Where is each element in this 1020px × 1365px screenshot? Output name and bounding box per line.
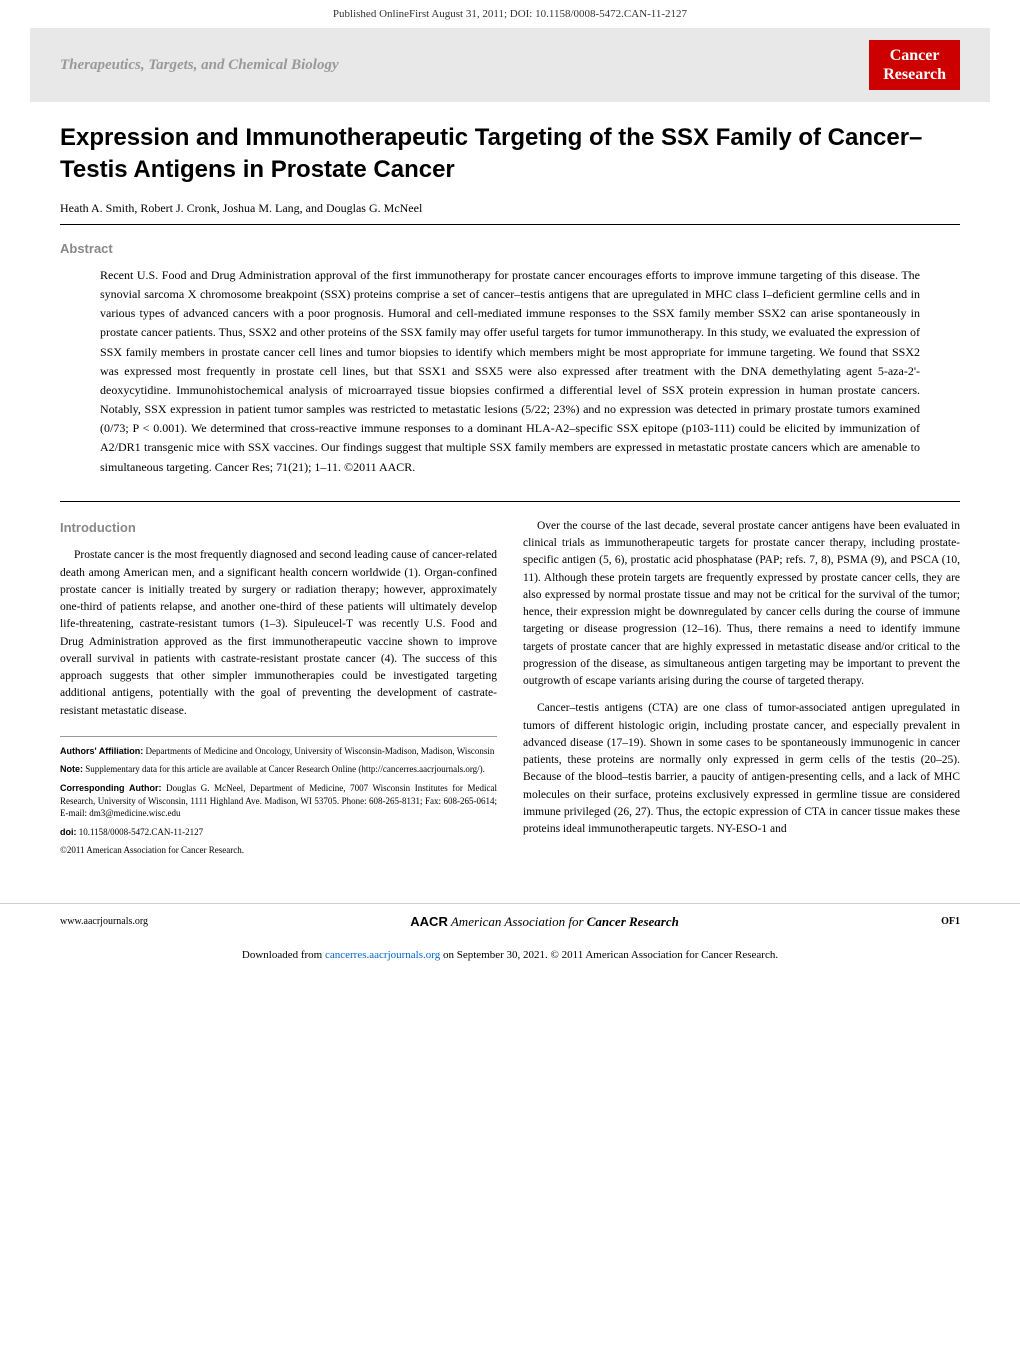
page-footer: www.aacrjournals.org AACR American Assoc…: [0, 903, 1020, 940]
rule-top: [60, 224, 960, 225]
right-column: Over the course of the last decade, seve…: [523, 518, 960, 863]
introduction-label: Introduction: [60, 518, 497, 538]
article-authors: Heath A. Smith, Robert J. Cronk, Joshua …: [60, 201, 960, 216]
note-text: Supplementary data for this article are …: [83, 764, 485, 774]
doi-text: 10.1158/0008-5472.CAN-11-2127: [77, 827, 204, 837]
download-note: Downloaded from cancerres.aacrjournals.o…: [0, 940, 1020, 971]
note-label: Note:: [60, 764, 83, 774]
footer-center: AACR American Association for Cancer Res…: [410, 914, 679, 930]
body-paragraph-2: Cancer–testis antigens (CTA) are one cla…: [523, 700, 960, 838]
doi-label: doi:: [60, 827, 77, 837]
affiliation-note: Authors' Affiliation: Departments of Med…: [60, 745, 497, 758]
two-column-body: Introduction Prostate cancer is the most…: [60, 518, 960, 863]
journal-line2: Research: [883, 65, 946, 84]
footnotes: Authors' Affiliation: Departments of Med…: [60, 736, 497, 857]
page-number: OF1: [941, 916, 960, 927]
download-suffix: on September 30, 2021. © 2011 American A…: [440, 949, 778, 961]
corresponding-label: Corresponding Author:: [60, 783, 162, 793]
footer-bold: Cancer Research: [587, 914, 679, 929]
copyright-note: ©2011 American Association for Cancer Re…: [60, 844, 497, 857]
footer-url: www.aacrjournals.org: [60, 916, 148, 927]
left-column: Introduction Prostate cancer is the most…: [60, 518, 497, 863]
download-prefix: Downloaded from: [242, 949, 325, 961]
supplementary-note: Note: Supplementary data for this articl…: [60, 763, 497, 776]
body-paragraph-1: Over the course of the last decade, seve…: [523, 518, 960, 691]
journal-badge: Cancer Research: [869, 40, 960, 90]
download-link[interactable]: cancerres.aacrjournals.org: [325, 949, 440, 961]
article-title: Expression and Immunotherapeutic Targeti…: [60, 122, 960, 184]
footer-prefix: American Association for: [451, 914, 587, 929]
rule-bottom: [60, 501, 960, 502]
published-header: Published OnlineFirst August 31, 2011; D…: [0, 0, 1020, 28]
journal-line1: Cancer: [883, 46, 946, 65]
intro-paragraph-1: Prostate cancer is the most frequently d…: [60, 547, 497, 720]
abstract-text: Recent U.S. Food and Drug Administration…: [100, 266, 920, 477]
aacr-logo-text: AACR: [410, 914, 448, 929]
section-banner: Therapeutics, Targets, and Chemical Biol…: [30, 28, 990, 102]
doi-note: doi: 10.1158/0008-5472.CAN-11-2127: [60, 826, 497, 839]
article-content: Expression and Immunotherapeutic Targeti…: [0, 102, 1020, 883]
section-label: Therapeutics, Targets, and Chemical Biol…: [60, 57, 339, 74]
affiliation-text: Departments of Medicine and Oncology, Un…: [143, 746, 494, 756]
affiliation-label: Authors' Affiliation:: [60, 746, 143, 756]
abstract-label: Abstract: [60, 241, 960, 256]
corresponding-author: Corresponding Author: Douglas G. McNeel,…: [60, 782, 497, 820]
